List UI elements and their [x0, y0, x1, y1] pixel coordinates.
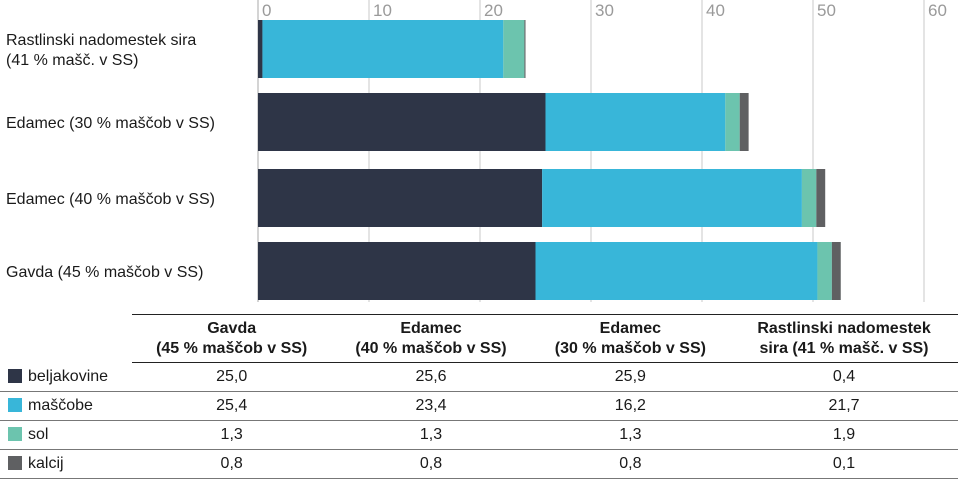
- legend-swatch: [8, 427, 22, 441]
- bar-segment-beljakovine: [258, 242, 536, 300]
- bars: [258, 20, 841, 300]
- table-cell: 16,2: [530, 391, 731, 421]
- table-row: maščobe 25,4 23,4 16,2 21,7: [0, 391, 958, 421]
- table-col-header: Rastlinski nadomestek sira (41 % mašč. v …: [730, 314, 958, 363]
- x-tick-label: 50: [817, 1, 836, 20]
- col-header-line2: (45 % maščob v SS): [156, 340, 308, 357]
- bar-segment-kalcij: [739, 93, 749, 151]
- table-cell: 1,3: [331, 420, 531, 450]
- bar-segment-kalcij: [831, 242, 841, 300]
- series-name: kalcij: [28, 455, 64, 472]
- table-cell: 0,4: [730, 362, 958, 392]
- category-label: (41 % mašč. v SS): [6, 52, 138, 69]
- col-header-line1: Gavda: [207, 320, 257, 337]
- bar-segment-sol: [801, 169, 817, 227]
- col-header-line1: Edamec: [400, 320, 462, 337]
- table-col-header: Edamec (40 % maščob v SS): [331, 314, 531, 363]
- legend-swatch: [8, 368, 22, 383]
- col-header-line1: Rastlinski nadomestek: [757, 320, 931, 337]
- table-cell: 0,8: [331, 449, 531, 479]
- bar-segment-beljakovine: [258, 93, 546, 151]
- bar-segment-maščobe: [542, 169, 802, 227]
- table-cell: 25,6: [331, 362, 531, 392]
- table-cell: 0,1: [730, 449, 958, 479]
- stacked-bar-chart: 0 10 20 30 40 50 60 Rastlinski nadomestek sira…: [6, 0, 947, 302]
- series-label-cell: kalcij: [0, 449, 132, 479]
- bar-segment-sol: [725, 93, 740, 151]
- series-name: maščobe: [28, 397, 93, 414]
- data-table: Gavda (45 % maščob v SS) Edamec (40 % mašč…: [0, 314, 958, 479]
- table-cell: 1,3: [132, 420, 332, 450]
- x-tick-label: 0: [262, 1, 271, 20]
- table-cell: 23,4: [331, 391, 531, 421]
- table-cell: 1,9: [730, 420, 958, 450]
- category-label: Rastlinski nadomestek sira: [6, 32, 196, 49]
- table-cell: 25,4: [132, 391, 332, 421]
- series-label-cell: maščobe: [0, 391, 132, 421]
- category-label: Edamec (30 % maščob v SS): [6, 115, 215, 132]
- table-cell: 21,7: [730, 391, 958, 421]
- series-label-cell: sol: [0, 420, 132, 450]
- table-corner: [0, 315, 132, 363]
- bar-segment-sol: [503, 20, 525, 78]
- x-tick-label: 20: [484, 1, 503, 20]
- series-name: sol: [28, 426, 49, 443]
- bar-segment-maščobe: [262, 20, 504, 78]
- table-cell: 25,9: [530, 362, 731, 392]
- bar-segment-sol: [817, 242, 832, 300]
- x-tick-label: 60: [928, 1, 947, 20]
- bar-segment-kalcij: [524, 20, 526, 78]
- bar-segment-kalcij: [816, 169, 826, 227]
- col-header-line2: sira (41 % mašč. v SS): [759, 340, 929, 357]
- table-cell: 1,3: [530, 420, 731, 450]
- x-tick-label: 40: [706, 1, 725, 20]
- series-label-cell: beljakovine: [0, 362, 132, 392]
- legend-swatch: [8, 398, 22, 412]
- table-col-header: Gavda (45 % maščob v SS): [132, 314, 332, 363]
- table-row: sol 1,3 1,3 1,3 1,9: [0, 420, 958, 450]
- col-header-line2: (30 % maščob v SS): [554, 340, 706, 357]
- x-tick-label: 30: [595, 1, 614, 20]
- series-name: beljakovine: [28, 367, 109, 385]
- category-label: Gavda (45 % maščob v SS): [6, 264, 203, 281]
- col-header-line2: (40 % maščob v SS): [355, 340, 507, 357]
- x-axis-ticks: 0 10 20 30 40 50 60: [262, 1, 947, 20]
- table-row: beljakovine 25,0 25,6 25,9 0,4: [0, 362, 958, 392]
- table-header-row: Gavda (45 % maščob v SS) Edamec (40 % mašč…: [0, 314, 958, 363]
- bar-segment-beljakovine: [258, 20, 263, 78]
- category-label: Edamec (40 % maščob v SS): [6, 191, 215, 208]
- table-cell: 0,8: [132, 449, 332, 479]
- category-labels: Rastlinski nadomestek sira (41 % mašč. v …: [6, 32, 215, 281]
- bar-segment-maščobe: [545, 93, 726, 151]
- legend-swatch: [8, 456, 22, 470]
- bar-segment-maščobe: [535, 242, 818, 300]
- table-cell: 0,8: [530, 449, 731, 479]
- table-cell: 25,0: [132, 362, 332, 392]
- bar-segment-beljakovine: [258, 169, 543, 227]
- table-row: kalcij 0,8 0,8 0,8 0,1: [0, 449, 958, 479]
- col-header-line1: Edamec: [599, 320, 662, 337]
- table-col-header: Edamec (30 % maščob v SS): [530, 314, 731, 363]
- x-tick-label: 10: [373, 1, 392, 20]
